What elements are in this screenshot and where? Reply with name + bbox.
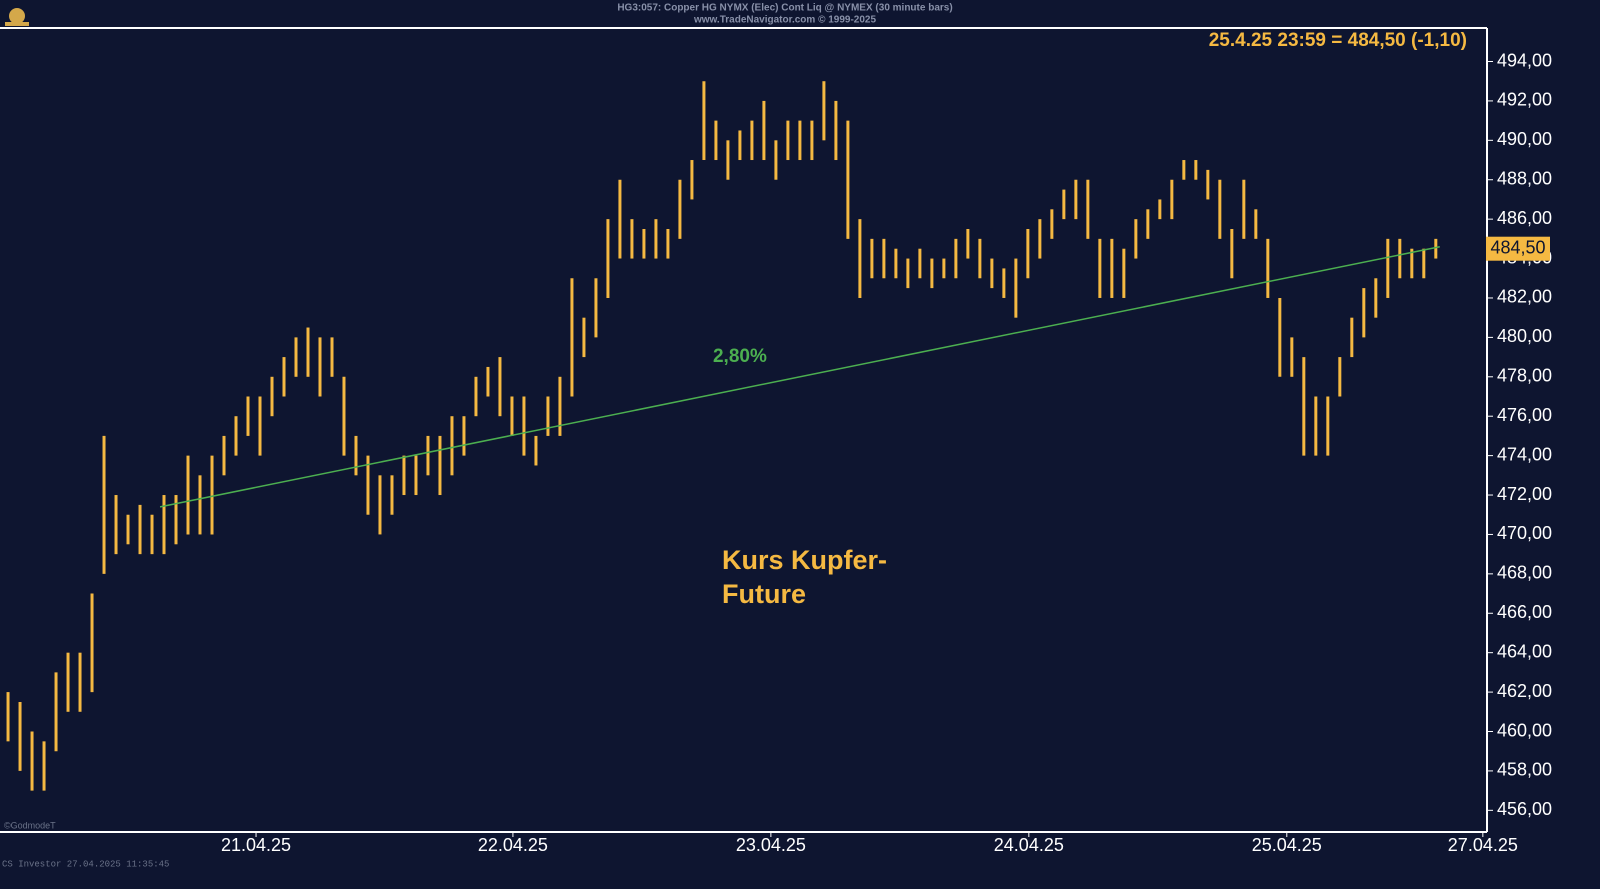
- y-tick-label: 476,00: [1497, 405, 1552, 425]
- y-tick-label: 478,00: [1497, 366, 1552, 386]
- trend-label: 2,80%: [713, 346, 767, 367]
- last-price-box: [1486, 236, 1550, 261]
- y-tick-label: 466,00: [1497, 602, 1552, 622]
- x-tick-label: 27.04.25: [1448, 835, 1518, 855]
- x-tick-label: 23.04.25: [736, 835, 806, 855]
- y-tick-label: 472,00: [1497, 484, 1552, 504]
- watermark: ©GodmodeT: [4, 820, 56, 830]
- y-tick-label: 460,00: [1497, 720, 1552, 740]
- trend-line: [159, 246, 1440, 508]
- footer: CS Investor 27.04.2025 11:35:45: [2, 859, 169, 869]
- y-tick-label: 488,00: [1497, 168, 1552, 188]
- y-tick-label: 458,00: [1497, 760, 1552, 780]
- x-tick-label: 24.04.25: [994, 835, 1064, 855]
- y-tick-label: 482,00: [1497, 287, 1552, 307]
- chart-subtitle: www.TradeNavigator.com © 1999-2025: [693, 15, 877, 26]
- chart-title: HG3:057: Copper HG NYMX (Elec) Cont Liq …: [617, 3, 952, 14]
- y-tick-label: 462,00: [1497, 681, 1552, 701]
- quote: 25.4.25 23:59 = 484,50 (-1,10): [1209, 30, 1467, 51]
- y-tick-label: 474,00: [1497, 444, 1552, 464]
- y-tick-label: 468,00: [1497, 563, 1552, 583]
- x-tick-label: 25.04.25: [1252, 835, 1322, 855]
- y-tick-label: 480,00: [1497, 326, 1552, 346]
- y-tick-label: 492,00: [1497, 90, 1552, 110]
- last-price-label: 484,50: [1490, 237, 1545, 257]
- y-tick-label: 464,00: [1497, 641, 1552, 661]
- annotation: Future: [722, 579, 806, 609]
- y-tick-label: 456,00: [1497, 799, 1552, 819]
- y-tick-label: 470,00: [1497, 523, 1552, 543]
- logo: [5, 8, 29, 26]
- annotation: Kurs Kupfer-: [722, 545, 887, 575]
- x-tick-label: 22.04.25: [478, 835, 548, 855]
- y-tick-label: 490,00: [1497, 129, 1552, 149]
- y-tick-label: 486,00: [1497, 208, 1552, 228]
- x-tick-label: 21.04.25: [221, 835, 291, 855]
- y-tick-label: 494,00: [1497, 50, 1552, 70]
